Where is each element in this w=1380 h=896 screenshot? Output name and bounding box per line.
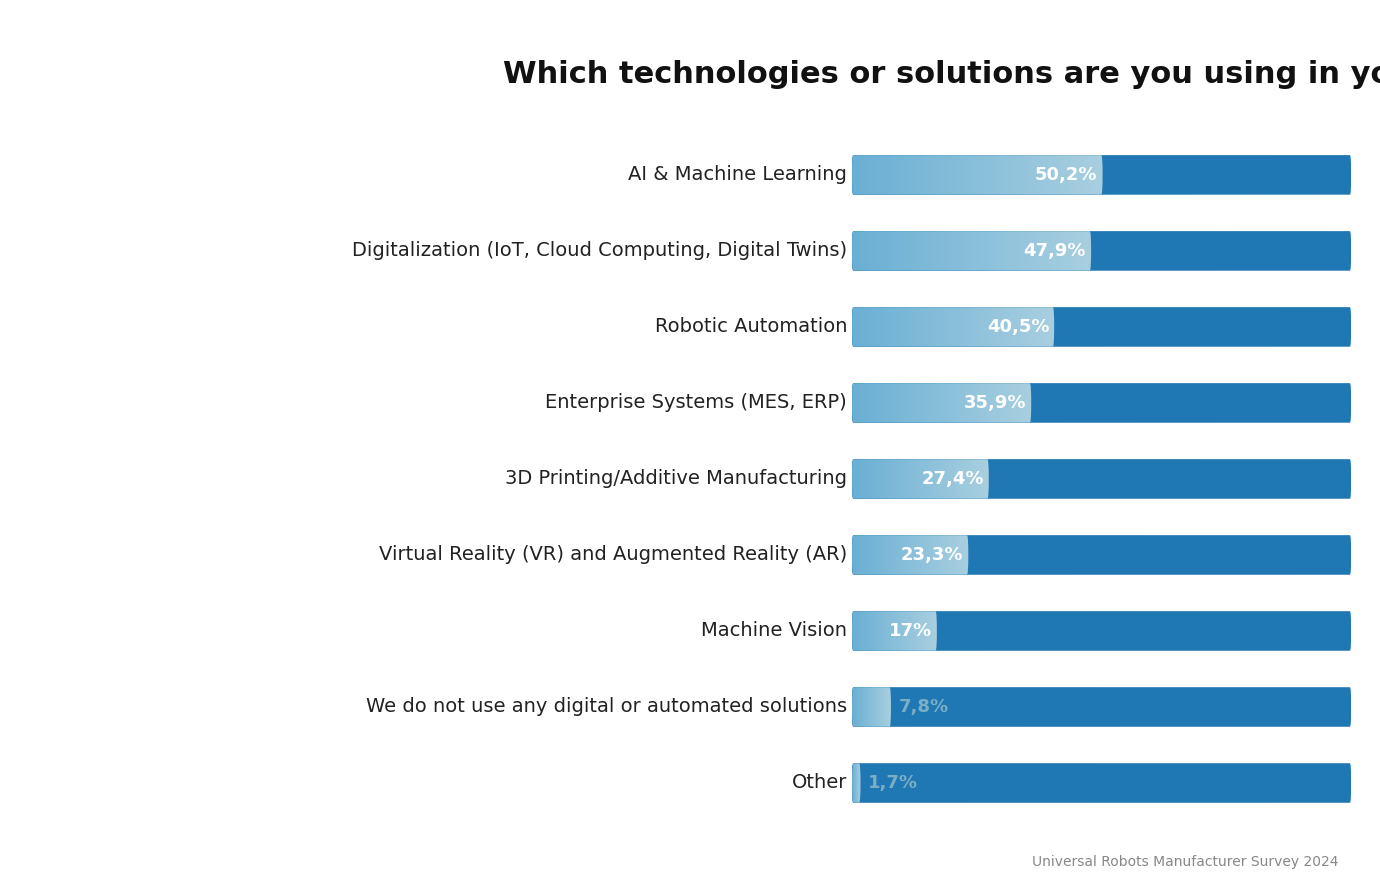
Text: 35,9%: 35,9% — [963, 394, 1027, 412]
Text: Universal Robots Manufacturer Survey 2024: Universal Robots Manufacturer Survey 202… — [1032, 855, 1339, 869]
FancyBboxPatch shape — [851, 535, 969, 574]
Text: 47,9%: 47,9% — [1024, 242, 1086, 260]
FancyBboxPatch shape — [851, 459, 1351, 499]
FancyBboxPatch shape — [851, 231, 1351, 271]
Text: 40,5%: 40,5% — [987, 318, 1049, 336]
Text: AI & Machine Learning: AI & Machine Learning — [628, 166, 847, 185]
Title: Which technologies or solutions are you using in you business today?: Which technologies or solutions are you … — [504, 60, 1380, 89]
Text: We do not use any digital or automated solutions: We do not use any digital or automated s… — [366, 697, 847, 717]
FancyBboxPatch shape — [851, 155, 1103, 194]
Text: Robotic Automation: Robotic Automation — [654, 317, 847, 336]
Text: 27,4%: 27,4% — [922, 470, 984, 488]
FancyBboxPatch shape — [851, 383, 1351, 423]
FancyBboxPatch shape — [851, 611, 937, 650]
FancyBboxPatch shape — [851, 307, 1351, 347]
Text: Machine Vision: Machine Vision — [701, 622, 847, 641]
Text: Virtual Reality (VR) and Augmented Reality (AR): Virtual Reality (VR) and Augmented Reali… — [378, 546, 847, 564]
Text: Digitalization (IoT, Cloud Computing, Digital Twins): Digitalization (IoT, Cloud Computing, Di… — [352, 241, 847, 261]
Text: 50,2%: 50,2% — [1035, 166, 1097, 184]
Text: 17%: 17% — [889, 622, 932, 640]
FancyBboxPatch shape — [851, 383, 1031, 423]
FancyBboxPatch shape — [851, 459, 989, 499]
FancyBboxPatch shape — [851, 687, 1351, 727]
Text: Enterprise Systems (MES, ERP): Enterprise Systems (MES, ERP) — [545, 393, 847, 412]
FancyBboxPatch shape — [851, 763, 861, 803]
FancyBboxPatch shape — [851, 231, 1092, 271]
FancyBboxPatch shape — [851, 535, 1351, 574]
FancyBboxPatch shape — [851, 155, 1351, 194]
Text: 1,7%: 1,7% — [868, 774, 918, 792]
Text: 3D Printing/Additive Manufacturing: 3D Printing/Additive Manufacturing — [505, 470, 847, 488]
Text: 23,3%: 23,3% — [901, 546, 963, 564]
FancyBboxPatch shape — [851, 307, 1054, 347]
FancyBboxPatch shape — [851, 763, 1351, 803]
FancyBboxPatch shape — [851, 611, 1351, 650]
FancyBboxPatch shape — [851, 687, 891, 727]
Text: Other: Other — [792, 773, 847, 792]
Text: 7,8%: 7,8% — [898, 698, 948, 716]
